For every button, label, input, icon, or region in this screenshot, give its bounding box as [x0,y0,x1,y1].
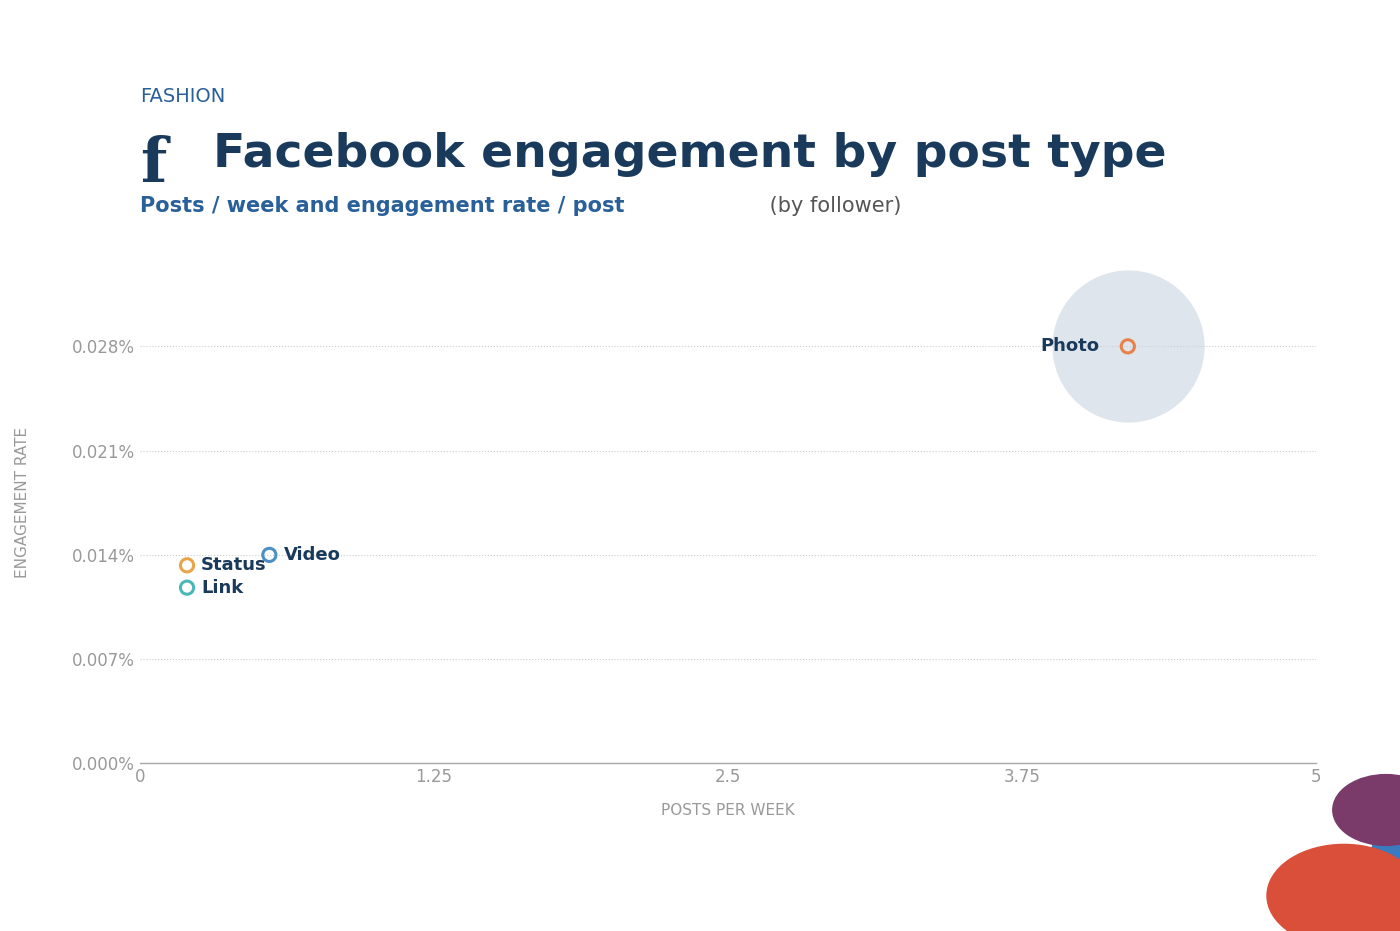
Text: IQ: IQ [1211,885,1239,910]
Text: f: f [140,135,167,195]
Point [176,558,199,573]
X-axis label: POSTS PER WEEK: POSTS PER WEEK [661,803,795,818]
Text: Posts / week and engagement rate / post: Posts / week and engagement rate / post [140,196,624,215]
Point [1117,339,1140,354]
Text: Photo: Photo [1040,337,1099,356]
Text: Status: Status [202,557,267,574]
Text: (by follower): (by follower) [763,196,902,215]
Text: Video: Video [283,546,340,564]
Text: Rival: Rival [1200,853,1250,871]
Text: Link: Link [202,579,244,597]
Text: Facebook engagement by post type: Facebook engagement by post type [213,132,1166,177]
Y-axis label: ENGAGEMENT RATE: ENGAGEMENT RATE [15,427,31,578]
Point [1117,339,1140,354]
Point [176,580,199,595]
Point [258,547,280,562]
Text: FASHION: FASHION [140,88,225,106]
